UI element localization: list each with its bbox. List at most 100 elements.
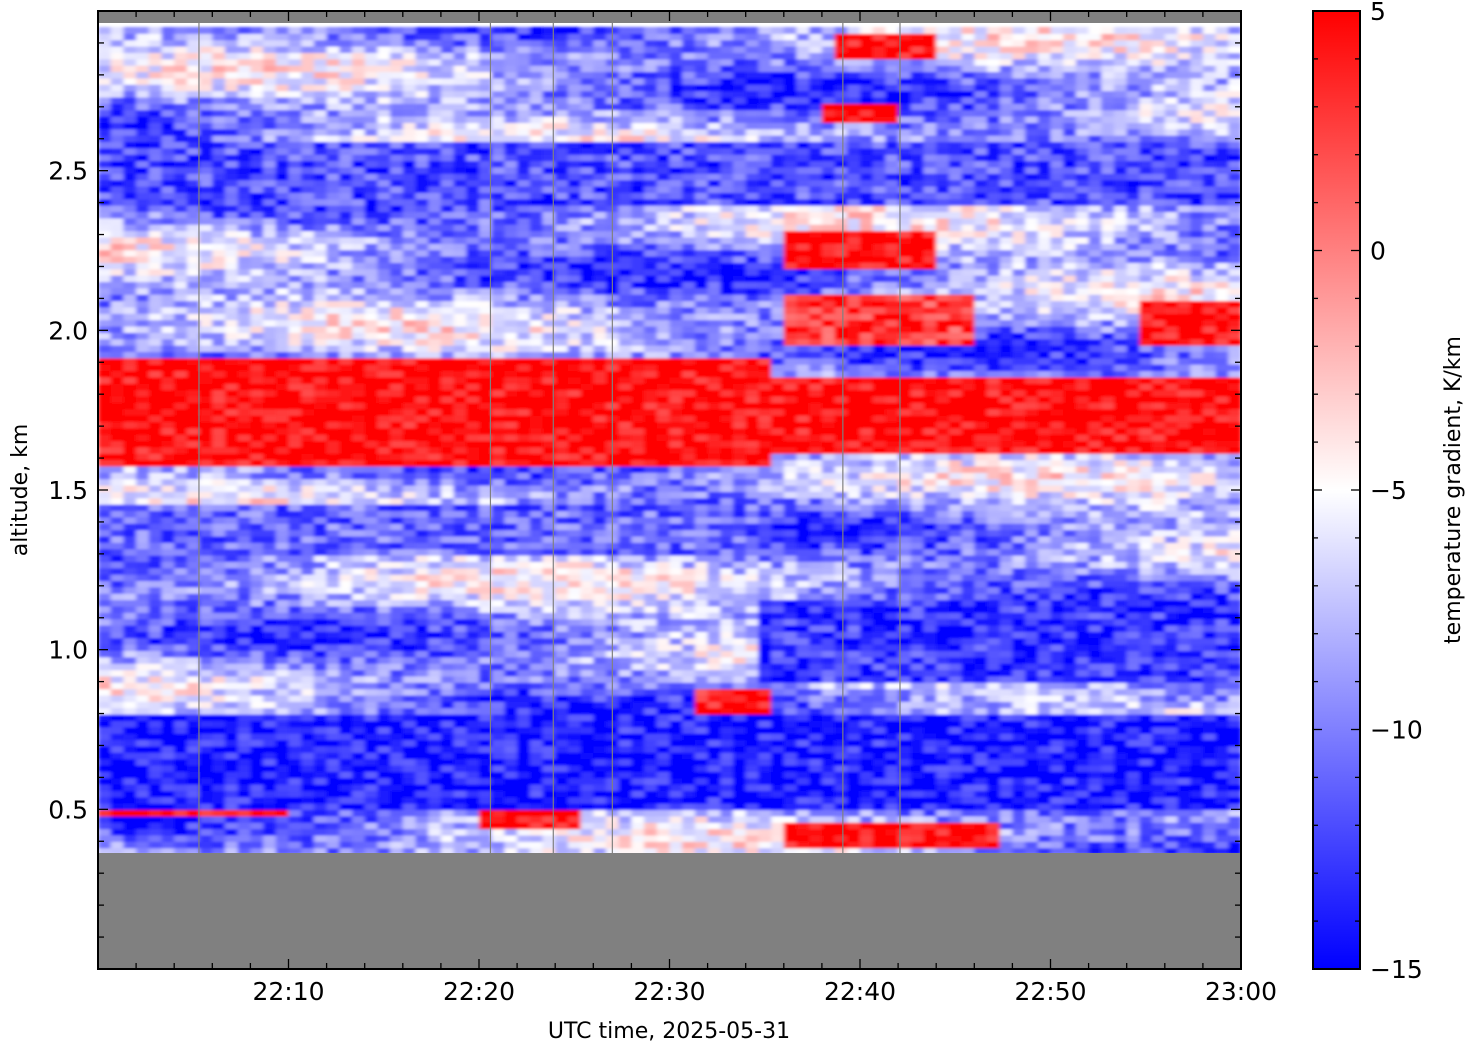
heatmap-cell-665: [161, 752, 175, 760]
heatmap-cell-1040: [199, 847, 213, 855]
heatmap-cell-1825: [275, 815, 290, 823]
heatmap-cell-466: [136, 364, 150, 372]
heatmap-cell-2863: [377, 828, 391, 836]
heatmap-cell-1799: [263, 154, 277, 162]
heatmap-cell-2789: [364, 472, 378, 480]
heatmap-cell-2286: [313, 364, 328, 372]
heatmap-cell-2650: [352, 529, 366, 537]
heatmap-cell-946: [186, 618, 201, 626]
heatmap-cell-1004: [186, 249, 201, 257]
heatmap-cell-4836: [567, 682, 582, 690]
heatmap-cell-3112: [390, 71, 404, 79]
heatmap-cell-3387: [428, 803, 442, 811]
heatmap-cell-368: [123, 160, 137, 168]
heatmap-cell-3752: [453, 135, 467, 143]
heatmap-cell-3717: [453, 357, 467, 365]
heatmap-cell-1021: [186, 141, 201, 149]
heatmap-cell-681: [161, 650, 175, 658]
heatmap-cell-3090: [390, 211, 404, 219]
heatmap-cell-3037: [390, 548, 404, 556]
heatmap-cell-1182: [212, 771, 226, 779]
heatmap-cell-2578: [339, 160, 353, 168]
heatmap-cell-1956: [288, 809, 302, 817]
heatmap-cell-4282: [504, 71, 518, 79]
heatmap-cell-325: [123, 434, 137, 442]
heatmap-cell-2828: [364, 224, 378, 232]
heatmap-cell-2018: [288, 415, 302, 423]
heatmap-cell-152: [110, 707, 124, 715]
heatmap-cell-1995: [288, 561, 302, 569]
heatmap-cell-1383: [225, 319, 239, 327]
heatmap-cell-1737: [263, 548, 277, 556]
heatmap-cell-1303: [225, 828, 239, 836]
heatmap-cell-996: [186, 300, 201, 308]
heatmap-cell-4433: [529, 764, 544, 772]
heatmap-cell-3629: [440, 90, 455, 98]
heatmap-cell-864: [174, 313, 188, 321]
heatmap-cell-137: [110, 803, 124, 811]
heatmap-cell-883: [174, 192, 188, 200]
heatmap-cell-2600: [352, 847, 366, 855]
heatmap-cell-3722: [453, 325, 467, 333]
heatmap-cell-1305: [225, 815, 239, 823]
heatmap-cell-4984: [580, 567, 594, 575]
heatmap-cell-4747: [555, 421, 569, 429]
heatmap-cell-3376: [415, 46, 429, 54]
heatmap-cell-2054: [288, 186, 302, 193]
heatmap-cell-1767: [263, 357, 277, 365]
heatmap-cell-407: [136, 739, 150, 747]
heatmap-cell-4145: [491, 116, 505, 123]
heatmap-cell-4527: [529, 166, 544, 174]
heatmap-cell-4532: [529, 135, 544, 143]
heatmap-cell-208: [110, 351, 124, 359]
heatmap-cell-1633: [250, 383, 264, 391]
heatmap-cell-4041: [491, 777, 505, 785]
heatmap-cell-898: [174, 96, 188, 104]
heatmap-cell-1577: [250, 739, 264, 747]
heatmap-cell-1465: [237, 625, 251, 632]
heatmap-cell-4318: [517, 669, 531, 677]
heatmap-cell-735: [161, 306, 175, 314]
heatmap-cell-2516: [339, 555, 353, 562]
heatmap-cell-2267: [313, 485, 328, 492]
heatmap-cell-442: [136, 516, 150, 524]
heatmap-cell-4741: [555, 459, 569, 467]
heatmap-cell-435: [136, 561, 150, 569]
heatmap-cell-272: [123, 771, 137, 779]
heatmap-cell-1910: [275, 275, 290, 283]
heatmap-cell-1508: [237, 351, 251, 359]
heatmap-cell-4168: [504, 796, 518, 804]
heatmap-cell-2292: [313, 325, 328, 333]
heatmap-cell-412: [136, 707, 150, 715]
heatmap-cell-547: [148, 675, 163, 683]
heatmap-cell-3066: [390, 364, 404, 372]
heatmap-cell-426: [136, 618, 150, 626]
heatmap-cell-1307: [225, 803, 239, 811]
heatmap-cell-2701: [352, 205, 366, 213]
heatmap-cell-1855: [275, 625, 290, 632]
heatmap-cell-2455: [326, 116, 340, 123]
heatmap-cell-2196: [301, 109, 315, 117]
heatmap-cell-3706: [453, 427, 467, 435]
heatmap-cell-1790: [263, 211, 277, 219]
heatmap-cell-1741: [263, 523, 277, 531]
heatmap-cell-2327: [313, 103, 328, 111]
heatmap-cell-3576: [440, 427, 455, 435]
heatmap-cell-48: [98, 542, 112, 550]
heatmap-cell-4809: [555, 26, 569, 34]
heatmap-cell-449: [136, 472, 150, 480]
heatmap-cell-361: [123, 205, 137, 213]
heatmap-cell-3694: [453, 504, 467, 512]
heatmap-cell-3075: [390, 306, 404, 314]
heatmap-cell-3881: [466, 141, 480, 149]
heatmap-cell-3689: [453, 535, 467, 543]
heatmap-cell-4980: [580, 593, 594, 601]
heatmap-cell-1304: [225, 822, 239, 830]
heatmap-cell-546: [148, 682, 163, 690]
heatmap-cell-2409: [326, 408, 340, 416]
heatmap-cell-1379: [225, 345, 239, 353]
heatmap-cell-142: [110, 771, 124, 779]
heatmap-cell-899: [174, 90, 188, 98]
heatmap-cell-2345: [326, 815, 340, 823]
heatmap-cell-3950: [479, 529, 493, 537]
